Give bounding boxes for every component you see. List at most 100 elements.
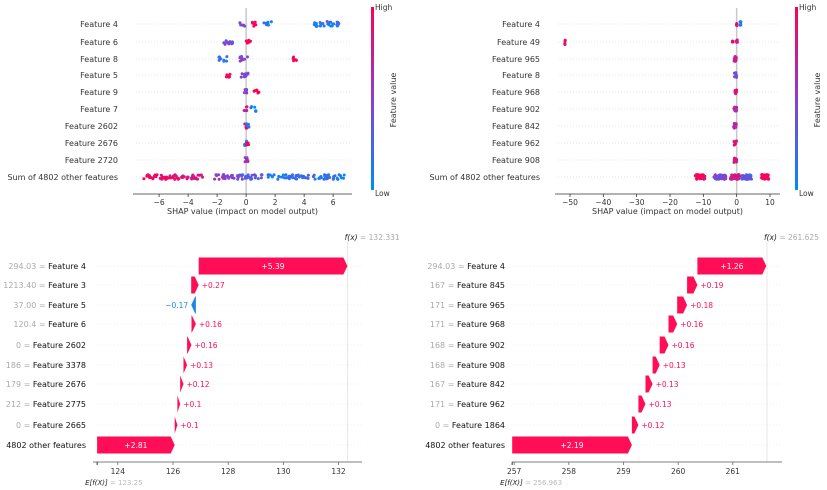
shap-point bbox=[246, 55, 249, 59]
x-tick-label: 0 bbox=[244, 198, 249, 207]
equals-sign: = bbox=[36, 320, 48, 329]
shap-point bbox=[245, 109, 249, 112]
feature-label: Feature 4 bbox=[502, 20, 540, 29]
shap-point bbox=[190, 176, 193, 180]
shap-value-label: +0.1 bbox=[180, 421, 198, 430]
x-tick-label: 124 bbox=[111, 467, 126, 476]
shap-point bbox=[230, 40, 234, 44]
feature-name: Feature 5 bbox=[48, 301, 86, 310]
shap-point bbox=[266, 175, 270, 179]
feature-value: 168 bbox=[430, 361, 445, 370]
shap-point bbox=[713, 173, 717, 177]
feature-label: 171 = Feature 968 bbox=[430, 320, 505, 329]
shap-point bbox=[732, 107, 736, 110]
fx-label: f(x) = 132.331 bbox=[345, 233, 400, 242]
shap-point bbox=[253, 173, 256, 177]
shap-point bbox=[739, 23, 743, 27]
feature-value: 212 bbox=[6, 400, 21, 409]
shap-point bbox=[225, 40, 229, 44]
x-tick-label: 10 bbox=[765, 198, 775, 207]
shap-bar bbox=[659, 336, 669, 354]
shap-point bbox=[243, 156, 247, 160]
shap-point bbox=[331, 177, 335, 181]
shap-value-label: +0.16 bbox=[199, 320, 222, 329]
shap-point bbox=[256, 91, 260, 95]
shap-point bbox=[174, 174, 178, 178]
equals-sign: = bbox=[445, 281, 457, 290]
feature-label: Feature 8 bbox=[502, 71, 540, 80]
feature-name: Feature 2775 bbox=[33, 400, 86, 409]
shap-point bbox=[249, 39, 252, 43]
shap-point bbox=[245, 159, 249, 163]
shap-point bbox=[180, 175, 184, 179]
feature-value: 171 bbox=[430, 400, 445, 409]
shap-value-label: +0.16 bbox=[672, 341, 695, 350]
shap-point bbox=[324, 176, 328, 180]
shap-point bbox=[327, 173, 331, 177]
feature-name: Feature 842 bbox=[457, 380, 505, 389]
shap-point bbox=[227, 75, 231, 79]
equals-sign: = bbox=[21, 361, 33, 370]
shap-point bbox=[148, 174, 151, 178]
shap-point bbox=[731, 39, 735, 43]
shap-point bbox=[312, 173, 316, 177]
equals-sign: = bbox=[21, 400, 33, 409]
x-tick-label: 6 bbox=[331, 198, 336, 207]
shap-point bbox=[342, 176, 345, 180]
x-tick-label: 261 bbox=[726, 467, 741, 476]
feature-label: Sum of 4802 other features bbox=[429, 173, 540, 182]
feature-label: Feature 4 bbox=[80, 20, 118, 29]
feature-label: Feature 2676 bbox=[65, 139, 118, 148]
shap-point bbox=[222, 41, 226, 45]
feature-label: Feature 962 bbox=[492, 139, 540, 148]
feature-value: 168 bbox=[430, 341, 445, 350]
shap-point bbox=[732, 57, 736, 61]
feature-value: 294.03 bbox=[427, 262, 455, 271]
feature-name: Feature 968 bbox=[457, 320, 505, 329]
feature-label: 171 = Feature 962 bbox=[430, 400, 505, 409]
shap-point bbox=[319, 175, 323, 178]
feature-value: 294.03 bbox=[8, 262, 36, 271]
x-tick-label: −50 bbox=[562, 198, 578, 207]
shap-point bbox=[222, 59, 226, 63]
feature-name: Feature 965 bbox=[457, 301, 505, 310]
fx-value: = 261.625 bbox=[777, 233, 819, 242]
equals-sign: = bbox=[21, 341, 33, 350]
shap-point bbox=[283, 176, 287, 180]
shap-point bbox=[291, 173, 294, 177]
equals-sign: = bbox=[445, 380, 457, 389]
shap-value-label: +0.12 bbox=[187, 380, 210, 389]
equals-sign: = bbox=[36, 262, 48, 271]
shap-bar bbox=[677, 296, 688, 314]
shap-point bbox=[145, 174, 149, 177]
shap-point bbox=[764, 175, 768, 179]
feature-label: 0 = Feature 1864 bbox=[435, 421, 505, 430]
shap-point bbox=[327, 23, 331, 27]
shap-point bbox=[328, 20, 332, 24]
shap-point bbox=[276, 177, 280, 181]
shap-point bbox=[197, 173, 201, 177]
shap-point bbox=[325, 20, 329, 23]
x-tick-label: 2 bbox=[273, 198, 278, 207]
shap-point bbox=[252, 24, 256, 28]
shap-point bbox=[249, 176, 253, 180]
x-tick-label: −30 bbox=[629, 198, 645, 207]
shap-point bbox=[294, 174, 298, 178]
shap-point bbox=[167, 176, 171, 180]
expected-value: = 256.963 bbox=[523, 479, 562, 487]
equals-sign: = bbox=[440, 421, 452, 430]
shap-point bbox=[201, 175, 204, 179]
shap-point bbox=[269, 20, 273, 24]
feature-label: Feature 965 bbox=[492, 55, 540, 64]
shap-point bbox=[285, 176, 289, 180]
shap-point bbox=[250, 105, 254, 109]
shap-point bbox=[735, 139, 739, 143]
shap-bar bbox=[645, 375, 653, 393]
shap-point bbox=[322, 24, 326, 28]
shap-point bbox=[246, 41, 249, 45]
shap-point bbox=[241, 173, 245, 177]
shap-point bbox=[239, 23, 243, 27]
shap-point bbox=[223, 175, 227, 178]
shap-value-label: +2.19 bbox=[561, 441, 584, 450]
shap-point bbox=[698, 175, 702, 179]
